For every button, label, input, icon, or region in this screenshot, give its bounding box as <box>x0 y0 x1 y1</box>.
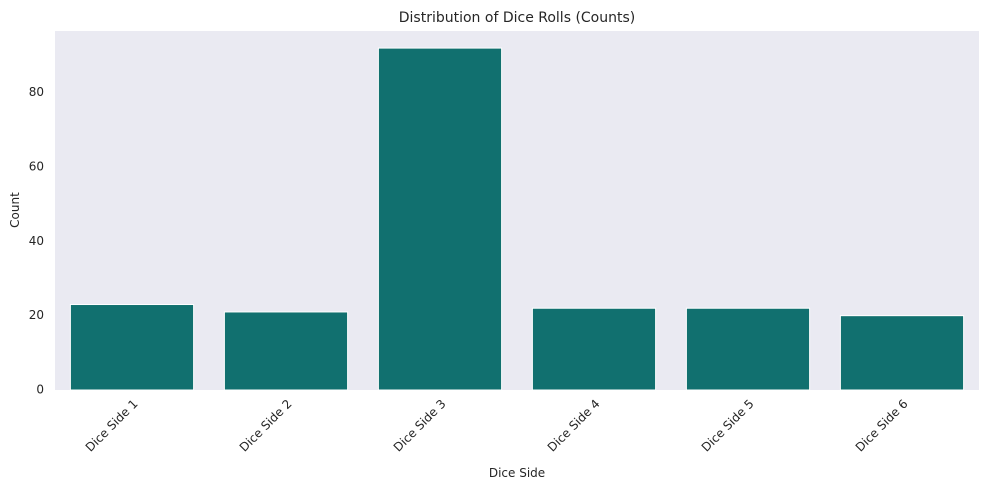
y-tick-labels: 0 20 40 60 80 <box>29 85 44 396</box>
y-axis-label: Count <box>8 192 22 228</box>
bars-group <box>69 47 965 391</box>
y-tick-label: 20 <box>29 308 44 322</box>
y-tick-label: 80 <box>29 85 44 99</box>
x-tick-label: Dice Side 1 <box>83 397 141 455</box>
bar-1 <box>69 304 195 391</box>
x-tick-label: Dice Side 6 <box>853 397 911 455</box>
x-tick-labels: Dice Side 1 Dice Side 2 Dice Side 3 Dice Si… <box>83 397 911 455</box>
x-tick-label: Dice Side 4 <box>545 397 603 455</box>
y-tick-label: 40 <box>29 234 44 248</box>
y-tick-label: 0 <box>36 383 44 397</box>
bar-4 <box>531 307 657 391</box>
y-tick-label: 60 <box>29 160 44 174</box>
x-tick-label: Dice Side 2 <box>237 397 295 455</box>
bar-3 <box>377 47 503 391</box>
bar-6 <box>839 315 965 391</box>
x-tick-label: Dice Side 3 <box>391 397 449 455</box>
plot-area <box>55 31 979 390</box>
x-axis-label: Dice Side <box>489 466 545 480</box>
x-tick-label: Dice Side 5 <box>699 397 757 455</box>
bar-2 <box>223 311 349 391</box>
bar-5 <box>685 307 811 391</box>
chart-title: Distribution of Dice Rolls (Counts) <box>399 10 635 26</box>
